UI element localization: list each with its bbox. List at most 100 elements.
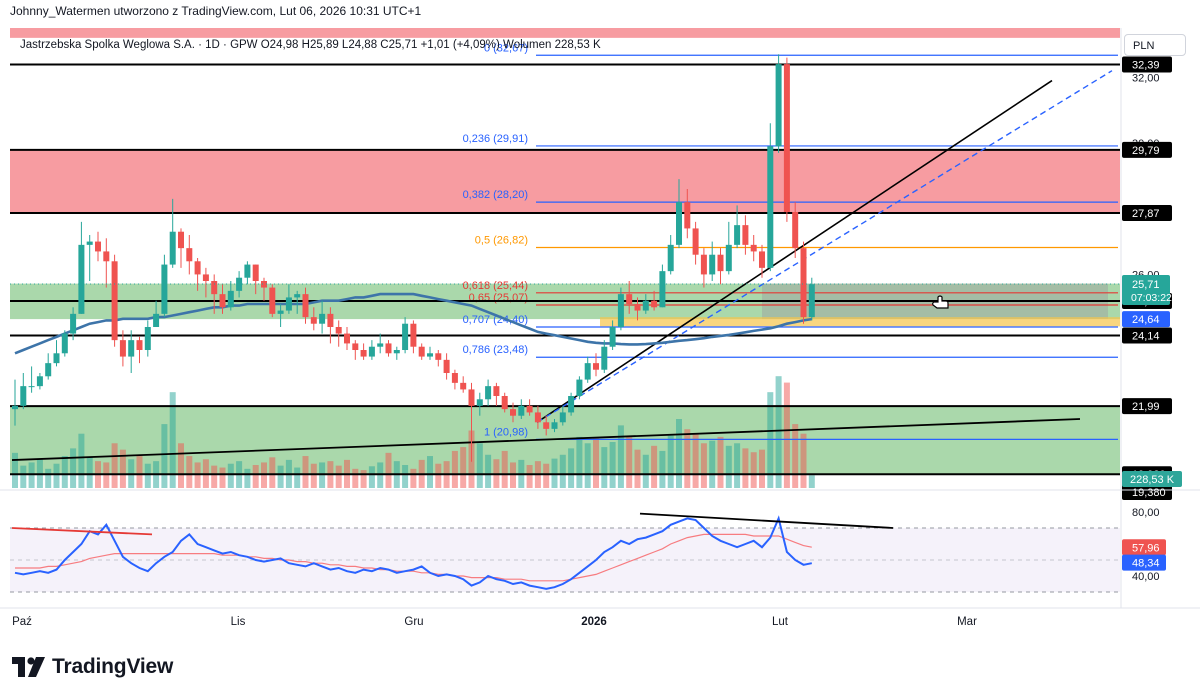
volume-bar [53, 463, 60, 488]
candle-body [244, 264, 251, 278]
volume-bar [368, 466, 375, 488]
candle-body [642, 300, 649, 311]
candle-body [659, 271, 666, 308]
candle [368, 340, 375, 360]
candle [161, 254, 168, 318]
volume-bar [734, 443, 741, 488]
volume-bar [252, 465, 259, 488]
candle-body [651, 300, 658, 308]
volume-bar [800, 433, 807, 488]
volume-bar [667, 435, 674, 488]
candle [617, 287, 624, 331]
candle-body [609, 327, 616, 347]
volume-bar [111, 443, 118, 488]
candle-body [202, 274, 209, 281]
rsi-divergence-line-black [639, 512, 894, 529]
volume-bar [244, 468, 251, 488]
candle-body [601, 346, 608, 370]
volume-bar [119, 449, 126, 488]
volume-bar [45, 468, 52, 488]
volume-bar [659, 450, 666, 488]
volume-bar [186, 456, 193, 488]
candle [742, 215, 749, 255]
currency-button[interactable]: PLN [1124, 34, 1186, 56]
candle [551, 419, 558, 433]
candle-body [667, 244, 674, 272]
candle-body [45, 363, 52, 377]
candle-body [617, 294, 624, 327]
candle-body [12, 405, 18, 410]
candle [12, 379, 18, 426]
volume-tag: 228,53 K [1122, 471, 1182, 487]
candle-body [20, 386, 27, 406]
volume-bar [651, 445, 658, 488]
candle [252, 264, 259, 295]
level-price-tag-text: 24,14 [1132, 331, 1160, 343]
candle-body [700, 254, 707, 275]
candle [144, 320, 151, 357]
candle-body [194, 261, 201, 275]
candle-body [310, 317, 317, 324]
candle [86, 235, 93, 281]
candle-body [285, 297, 292, 311]
volume-bar [626, 435, 633, 488]
candle-body [70, 313, 77, 334]
candle-body [584, 363, 591, 380]
candle [244, 261, 251, 285]
candle [269, 284, 276, 318]
level-price-tag-bg [1122, 483, 1172, 500]
candle-body [568, 396, 575, 413]
candle-body [526, 405, 533, 413]
volume-bar [634, 449, 641, 488]
candle-body [634, 304, 641, 311]
candle [783, 57, 790, 222]
level-price-tag-text: 21,99 [1132, 401, 1160, 413]
level-price-tag-bg [1122, 398, 1172, 415]
candle [767, 123, 774, 272]
volume-bar [427, 456, 433, 488]
candle [468, 382, 475, 462]
candle [443, 353, 450, 380]
candle-body [153, 313, 160, 327]
candle-body [792, 212, 799, 249]
candle [53, 340, 60, 367]
volume-bar [169, 392, 176, 488]
volume-bar [476, 443, 483, 488]
candle [568, 392, 575, 416]
candle [800, 241, 807, 324]
candle [302, 287, 309, 324]
candle-body [518, 405, 525, 416]
tradingview-logo-text: TradingView [52, 655, 174, 678]
volume-bar [750, 452, 757, 488]
candle [435, 350, 442, 367]
time-tick-label: Mar [957, 616, 977, 628]
candle-body [103, 251, 110, 262]
fib-level-label: 0,236 (29,91) [463, 133, 528, 145]
rsi-tick-label: 40,00 [1132, 571, 1160, 583]
candle [335, 320, 342, 347]
trend-line-up [536, 79, 1053, 423]
volume-bar [78, 433, 85, 488]
volume-bar [783, 382, 790, 488]
candle [310, 307, 317, 331]
candle-body [543, 422, 550, 429]
candle [28, 366, 35, 393]
candle [119, 330, 126, 367]
candle-body [427, 353, 433, 357]
candle [169, 198, 176, 268]
trend-line-dashed [536, 70, 1113, 423]
level-price-tag-bg [1122, 327, 1172, 344]
candle-body [593, 363, 599, 370]
candle [642, 294, 649, 314]
volume-bar [559, 454, 566, 488]
hand-cursor-shape [932, 295, 949, 309]
tradingview-logo[interactable]: TradingView [12, 655, 173, 679]
candle [211, 274, 218, 314]
candle-body [186, 248, 193, 262]
volume-bar [385, 452, 392, 488]
candle-body [393, 350, 400, 354]
fib-level-label: 0,65 (25,07) [469, 292, 528, 304]
candle [153, 300, 160, 327]
fib-level-label: 0 (32,67) [484, 42, 528, 54]
